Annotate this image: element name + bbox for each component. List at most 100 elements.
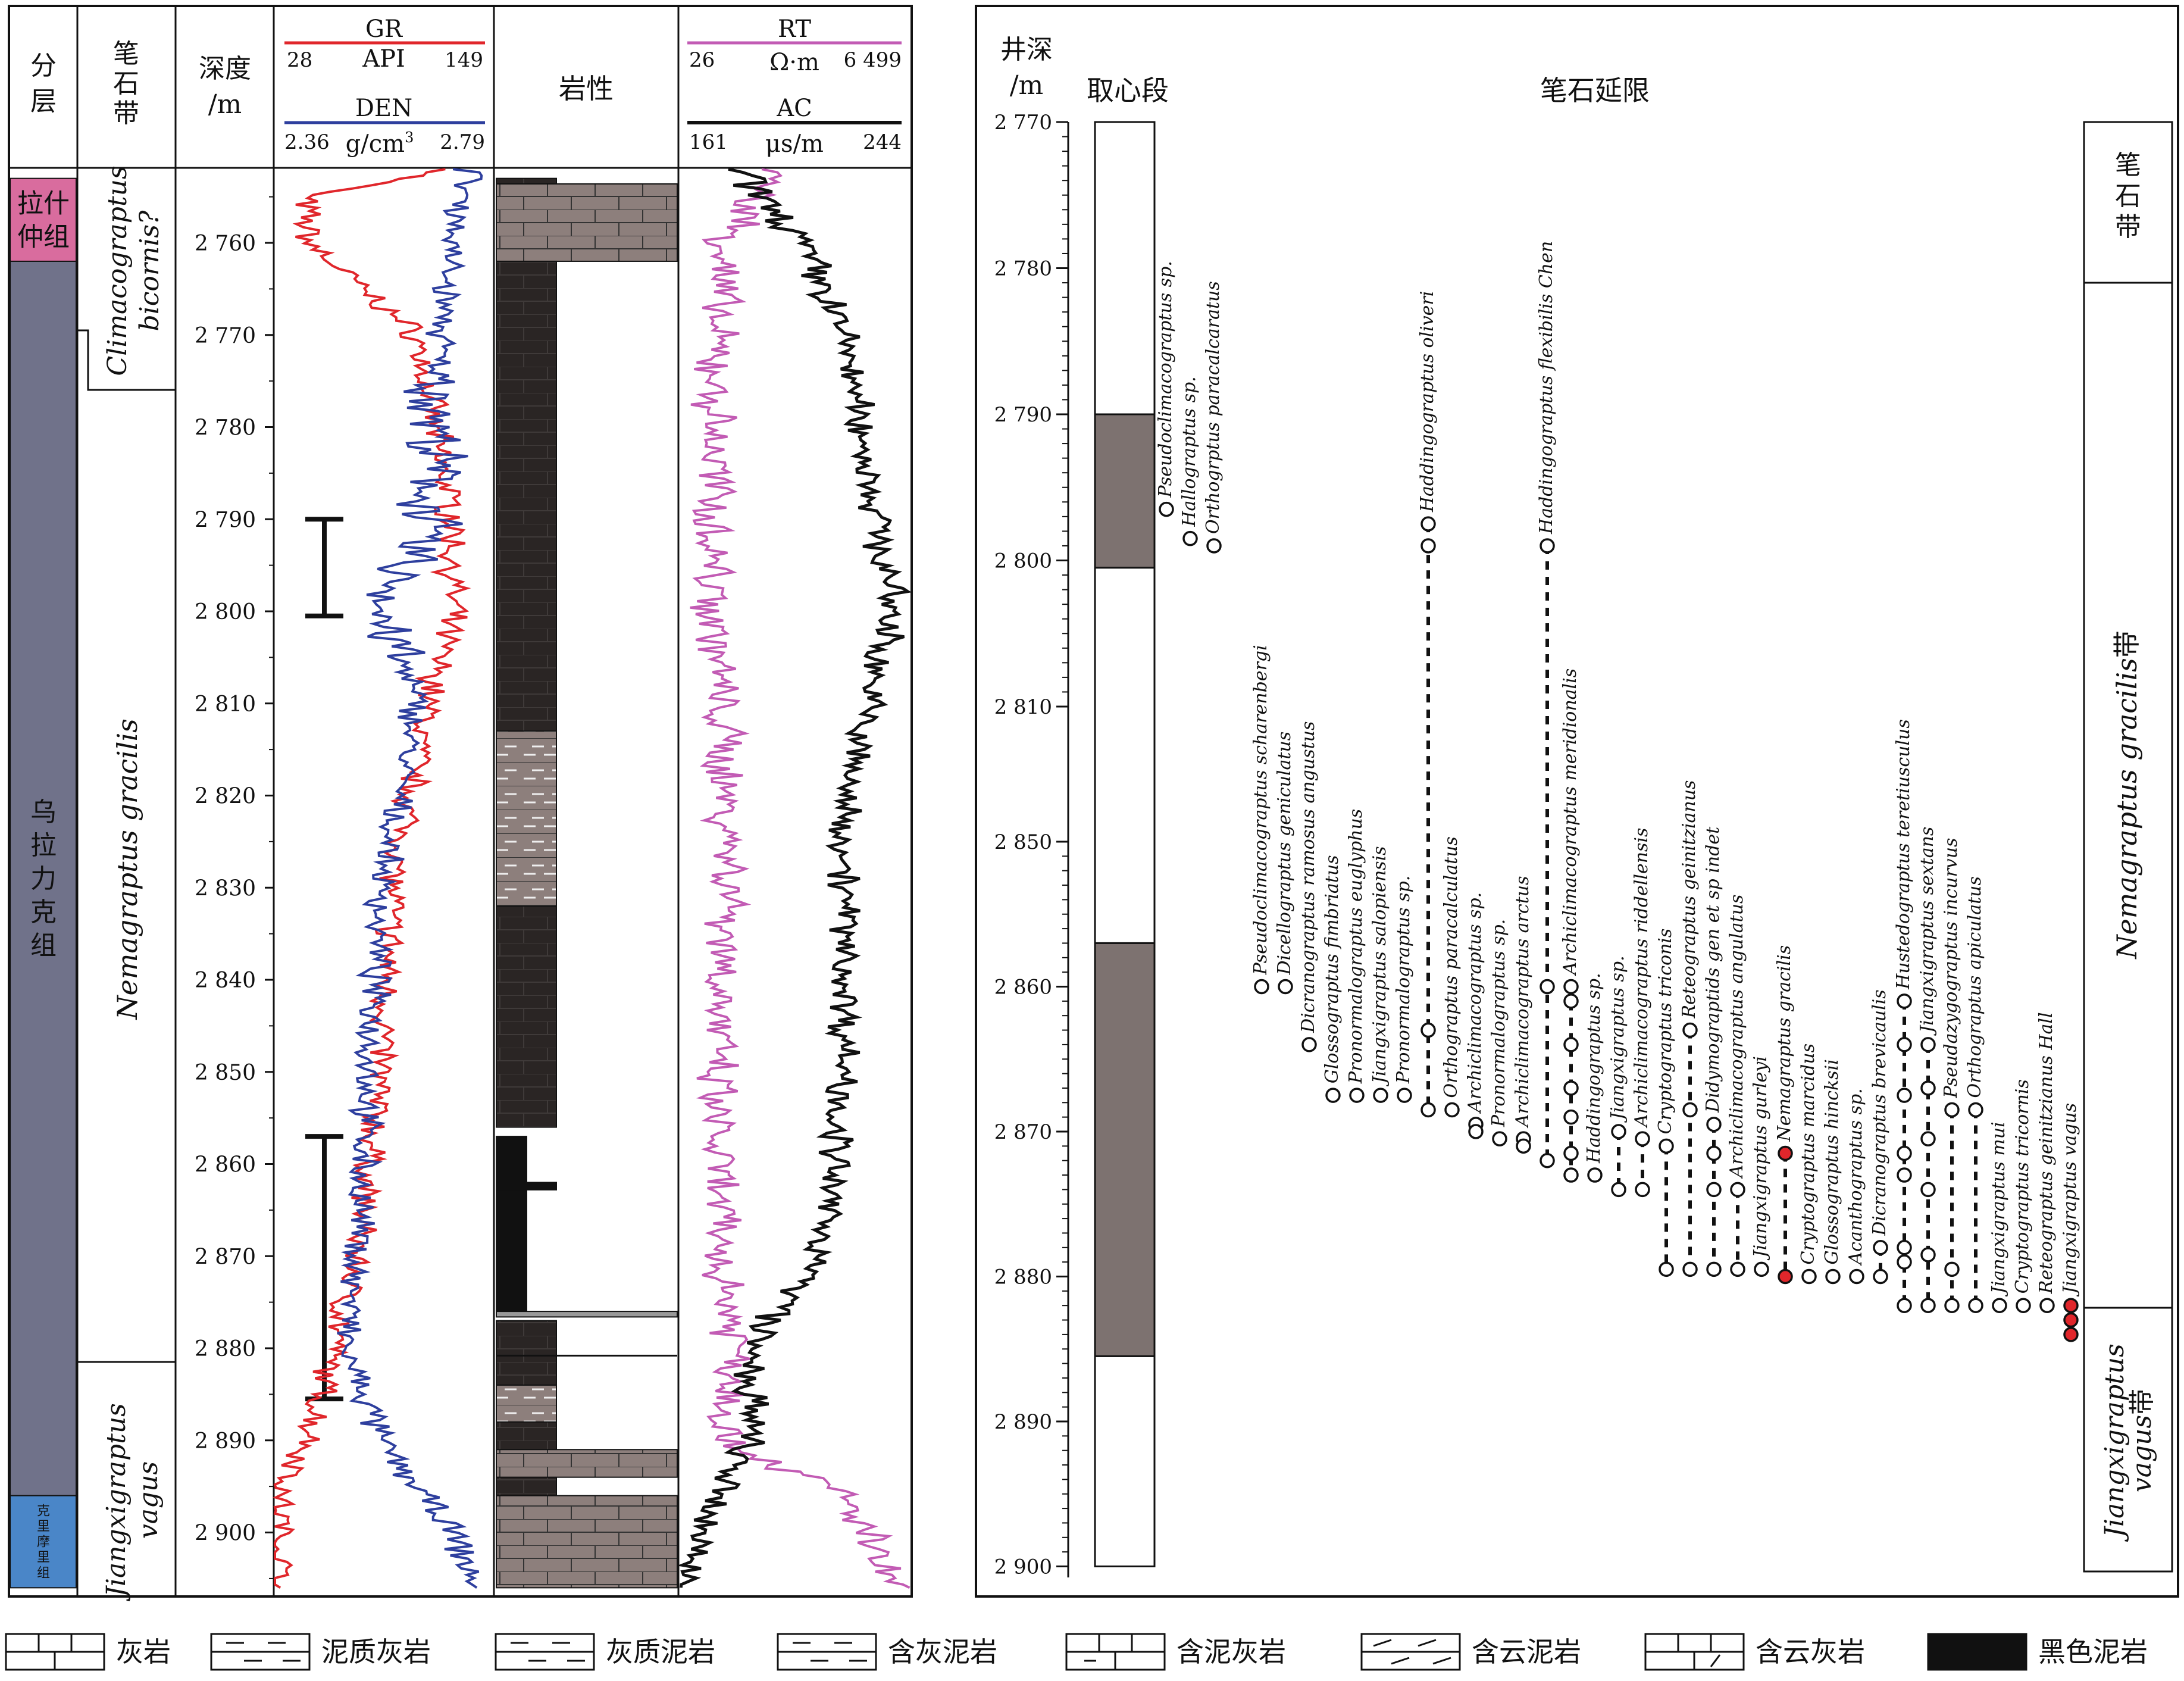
stratum-1 bbox=[10, 260, 77, 1496]
occurrence-marker bbox=[1373, 1088, 1388, 1103]
depth-header-1: 深度 bbox=[199, 54, 251, 84]
gr-name: GR bbox=[365, 15, 403, 43]
legend-item-lime_bearing_mudstone: 含灰泥岩 bbox=[777, 1633, 997, 1671]
gr-curve bbox=[272, 168, 471, 1589]
species-label: Jiangxigraptus vagus bbox=[2060, 1103, 2080, 1297]
occurrence-marker bbox=[1468, 1124, 1484, 1139]
species-label: Haddingograptus sp. bbox=[1584, 973, 1604, 1164]
occurrence-marker bbox=[1254, 979, 1269, 995]
zone-title-char: 石 bbox=[2115, 181, 2141, 211]
occurrence-marker bbox=[1968, 1102, 1983, 1118]
occurrence-marker bbox=[2039, 1298, 2055, 1313]
depth-tick-label: 2 900 bbox=[195, 1521, 256, 1546]
legend-item-calcareous_mudstone: 灰质泥岩 bbox=[495, 1633, 715, 1671]
species-range: Jiangxigraptus vagus bbox=[2060, 1103, 2080, 1342]
species-range: Reteograptus geinitzianus bbox=[1679, 780, 1700, 1277]
lithology-bed bbox=[496, 730, 557, 907]
species-range: Archiclimacograptus sp. bbox=[1465, 892, 1485, 1139]
depth-tick-label: 2 860 bbox=[195, 1153, 256, 1177]
zone-header-2: 石 bbox=[113, 68, 139, 99]
occurrence-marker bbox=[1920, 1080, 1936, 1096]
species-range: Dicellograptus geniculatus bbox=[1274, 732, 1295, 995]
species-label: Acanthograptus sp. bbox=[1845, 1088, 1866, 1266]
legend-swatch bbox=[495, 1633, 595, 1671]
species-range: Acanthograptus sp. bbox=[1845, 1088, 1866, 1285]
species-label: Cryptograptus triconis bbox=[1655, 929, 1676, 1135]
right-depth-axis: 2 770 2 780 2 790 2 800 2 810 2 850 2 860 2 870… bbox=[994, 111, 1069, 1579]
species-label: Jiangxigraptus sp. bbox=[1607, 955, 1628, 1123]
lithology-bed bbox=[496, 1384, 557, 1423]
legend-label: 灰质泥岩 bbox=[606, 1636, 715, 1668]
uncored-interval bbox=[1094, 567, 1156, 944]
occurrence-marker bbox=[1754, 1261, 1769, 1277]
legend-item-mica_bearing_mudstone: 含云泥岩 bbox=[1360, 1633, 1581, 1671]
species-range: Pronormalograptus sp. bbox=[1393, 876, 1414, 1103]
occurrence-marker bbox=[1682, 1261, 1698, 1277]
stratum-label: 里 bbox=[37, 1520, 50, 1535]
species-label: Didymograptids gen et sp indet bbox=[1703, 826, 1723, 1113]
occurrence-marker bbox=[1635, 1182, 1650, 1198]
stratum-label: 组 bbox=[37, 1566, 50, 1581]
occurrence-marker bbox=[1706, 1182, 1722, 1198]
occurrence-marker bbox=[1682, 1102, 1698, 1118]
gr-unit: API bbox=[362, 45, 405, 73]
species-label: Jiangxigraptus mui bbox=[1988, 1121, 2009, 1297]
species-label: Archiclimacograptus arctus bbox=[1512, 876, 1533, 1129]
occurrence-marker bbox=[1778, 1268, 1793, 1285]
zone-jiangxigraptus: Jiangxigraptusvagus bbox=[101, 1403, 164, 1602]
lithology-bed bbox=[496, 177, 557, 185]
occurrence-marker bbox=[1920, 1182, 1936, 1198]
occurrence-marker bbox=[1540, 1152, 1555, 1168]
species-label: Cryptograptus marcidus bbox=[1798, 1043, 1819, 1265]
occurrence-marker bbox=[1349, 1088, 1365, 1103]
depth-tick-label: 2 800 bbox=[994, 549, 1052, 573]
occurrence-marker bbox=[1563, 1080, 1579, 1096]
species-range: Pronormalograptus euglyphus bbox=[1346, 809, 1366, 1103]
species-range: Pseudazygograptus incurvus bbox=[1941, 838, 1961, 1313]
zone-nemagraptus: Nemagraptus gracilis bbox=[111, 718, 143, 1020]
legend-label: 含云泥岩 bbox=[1472, 1636, 1581, 1668]
occurrence-marker bbox=[1659, 1261, 1674, 1277]
stratum-label: 拉 bbox=[30, 830, 57, 861]
depth-tick-label: 2 830 bbox=[195, 876, 256, 901]
lithology-bed bbox=[496, 1136, 527, 1313]
occurrence-marker bbox=[1420, 516, 1436, 532]
species-range: Archiclimacograptus angulatus bbox=[1726, 895, 1747, 1277]
occurrence-marker bbox=[1611, 1182, 1626, 1198]
core-column bbox=[1094, 121, 1156, 1568]
depth-tick-label: 2 820 bbox=[195, 785, 256, 809]
species-range: Archiclimacograptus meridionalis bbox=[1560, 668, 1581, 1183]
species-range: Pseudoclimacograptus scharenbergi bbox=[1250, 645, 1271, 995]
occurrence-marker bbox=[1159, 501, 1174, 517]
right-panel: 井深 /m 取心段 笔石延限 2 770 2 780 2 790 2 800 2 810… bbox=[975, 5, 2179, 1598]
den-unit: g/cm3 bbox=[346, 129, 414, 158]
species-label: Pronormalograptus sp. bbox=[1393, 876, 1414, 1084]
occurrence-marker bbox=[1992, 1298, 2007, 1313]
species-label: Glossograptus hincksii bbox=[1822, 1059, 1842, 1264]
occurrence-marker bbox=[1944, 1102, 1960, 1118]
species-range: Haddingograptus flexibilis Chen bbox=[1536, 241, 1557, 1168]
stratum-2 bbox=[10, 1495, 77, 1589]
rt-min: 26 bbox=[689, 48, 715, 72]
species-range: Jiangxigraptus salopiensis bbox=[1369, 846, 1390, 1103]
occurrence-marker bbox=[1873, 1268, 1888, 1285]
species-label: Haddingograptus oliveri bbox=[1417, 291, 1438, 513]
stratum-label: 仲组 bbox=[17, 222, 70, 252]
species-label: Reteograptus geinitzianus Hall bbox=[2036, 1012, 2057, 1294]
ac-curve bbox=[677, 167, 912, 1588]
occurrence-marker bbox=[1516, 1138, 1531, 1154]
occurrence-marker bbox=[1897, 993, 1912, 1009]
depth-tick-label: 2 880 bbox=[195, 1337, 256, 1361]
occurrence-marker bbox=[1706, 1145, 1722, 1161]
occurrence-marker bbox=[1206, 538, 1222, 554]
legend-label: 灰岩 bbox=[116, 1636, 171, 1668]
occurrence-marker bbox=[1540, 538, 1555, 554]
species-label: Orthograptus apiculatus bbox=[1964, 876, 1985, 1098]
occurrence-marker bbox=[1611, 1124, 1626, 1139]
rt-ac-header: RT 26 Ω·m 6 499 AC 161 μs/m 244 bbox=[687, 15, 902, 158]
depth-title-2: /m bbox=[1010, 70, 1044, 101]
species-label: Archiclimacograptus angulatus bbox=[1726, 895, 1747, 1180]
occurrence-marker bbox=[1587, 1167, 1603, 1183]
species-range: Hustedograptus teretiusculus bbox=[1893, 719, 1914, 1313]
